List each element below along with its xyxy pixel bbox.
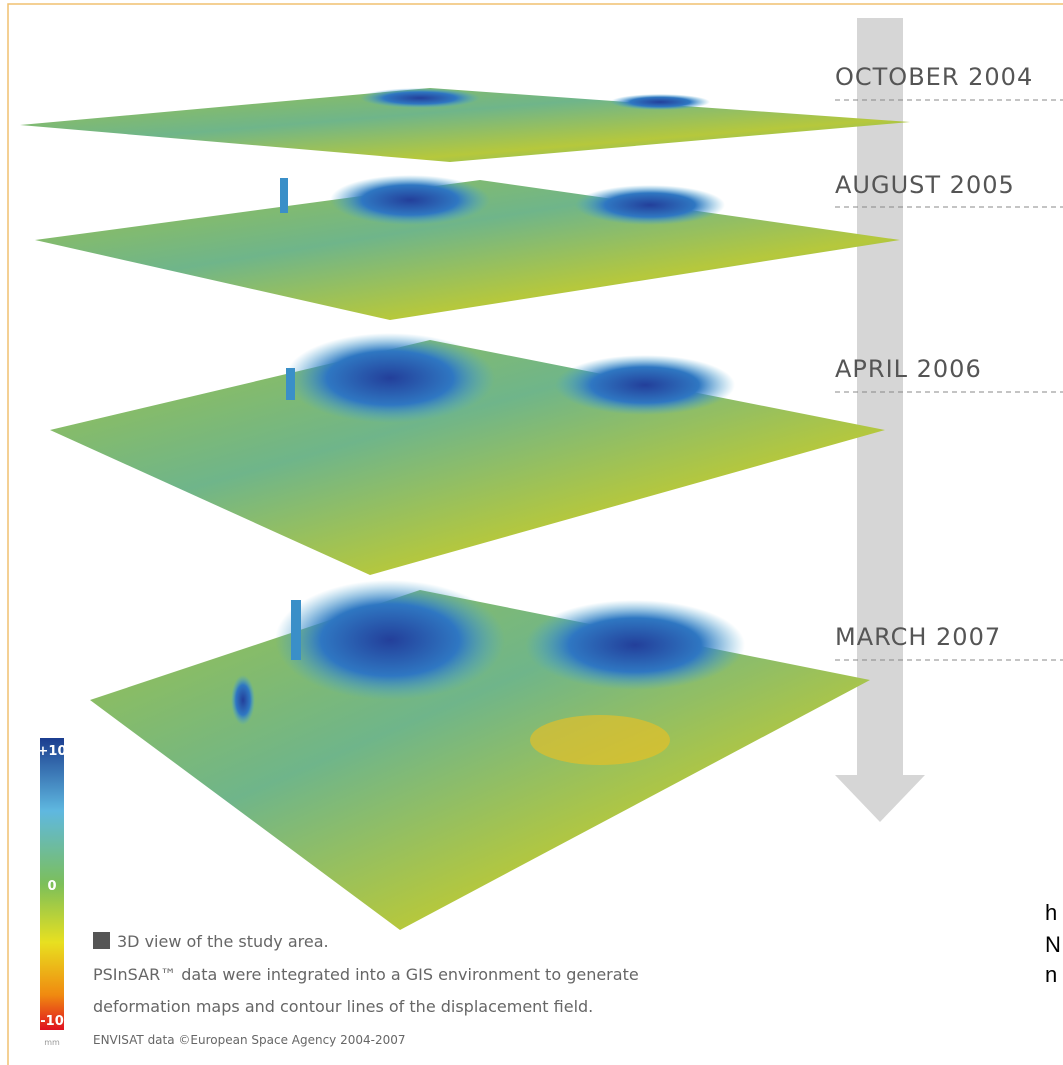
legend-unit: mm	[44, 1038, 60, 1047]
legend-mid: 0	[47, 879, 56, 894]
layer-label: AUGUST 2005	[835, 171, 1015, 199]
uplift	[285, 333, 495, 423]
side-text: N	[1045, 932, 1061, 957]
uplift	[275, 580, 505, 700]
legend-min: -10	[40, 1014, 64, 1029]
caption-credit: ENVISAT data ©European Space Agency 2004…	[93, 1033, 406, 1047]
layer-label: APRIL 2006	[835, 355, 982, 383]
subsidence	[530, 715, 670, 765]
layer-label: OCTOBER 2004	[835, 63, 1033, 91]
layers	[20, 88, 910, 930]
caption-line: PSInSAR™ data were integrated into a GIS…	[93, 965, 639, 984]
uplift	[555, 355, 735, 415]
caption-line: deformation maps and contour lines of th…	[93, 997, 593, 1016]
spike	[291, 600, 301, 660]
uplift	[525, 600, 745, 690]
time-arrow	[835, 18, 925, 822]
spike	[280, 178, 288, 213]
uplift	[610, 94, 710, 110]
frame	[8, 4, 1063, 1065]
infographic: OCTOBER 2004 AUGUST 2005 APRIL 2006 MARC…	[0, 0, 1063, 1065]
uplift	[360, 88, 480, 108]
caption-title: 3D view of the study area.	[117, 932, 329, 951]
uplift	[231, 675, 255, 725]
legend-max: +10	[38, 744, 67, 759]
side-text: n	[1045, 962, 1057, 987]
side-text: h	[1045, 900, 1057, 925]
spike	[286, 368, 295, 400]
layer-label: MARCH 2007	[835, 623, 1001, 651]
caption-icon	[93, 932, 110, 949]
uplift	[575, 185, 725, 225]
uplift	[330, 175, 490, 225]
